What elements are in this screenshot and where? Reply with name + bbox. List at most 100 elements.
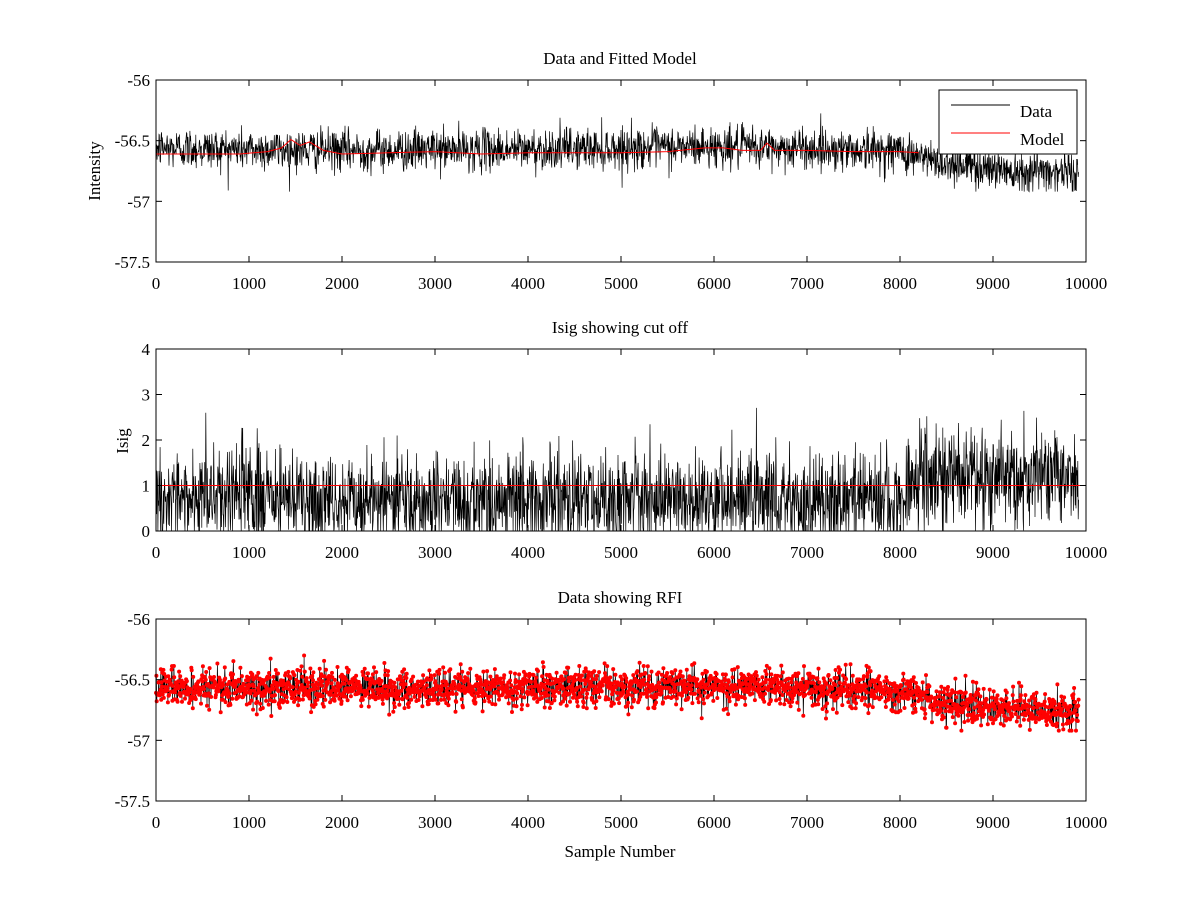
rfi-rfi-marker — [743, 702, 748, 707]
rfi-rfi-marker — [427, 668, 432, 673]
rfi-rfi-marker — [540, 674, 545, 679]
isig-ytick-label: 2 — [142, 431, 151, 450]
rfi-rfi-marker — [416, 679, 421, 684]
rfi-rfi-marker — [317, 666, 322, 671]
rfi-rfi-marker — [647, 674, 652, 679]
rfi-rfi-marker — [878, 681, 883, 686]
rfi-rfi-marker — [300, 674, 305, 679]
rfi-rfi-marker — [821, 676, 826, 681]
rfi-rfi-marker — [287, 683, 292, 687]
rfi-rfi-marker — [573, 672, 578, 677]
rfi-rfi-marker — [367, 686, 372, 691]
isig-ytick-label: 4 — [142, 340, 151, 359]
rfi-rfi-marker — [437, 667, 442, 672]
rfi-rfi-marker — [787, 700, 792, 705]
rfi-rfi-marker — [986, 708, 991, 713]
rfi-xtick-label: 5000 — [604, 813, 638, 832]
rfi-rfi-marker — [354, 673, 359, 678]
rfi-rfi-marker — [393, 685, 398, 690]
rfi-rfi-marker — [344, 678, 349, 683]
rfi-rfi-marker — [454, 699, 459, 704]
rfi-rfi-marker — [563, 696, 568, 701]
rfi-rfi-marker — [572, 693, 577, 698]
rfi-rfi-marker — [200, 679, 205, 684]
rfi-rfi-marker — [800, 676, 805, 681]
rfi-rfi-marker — [1018, 693, 1023, 698]
rfi-rfi-marker — [587, 670, 591, 675]
rfi-rfi-marker — [906, 696, 911, 701]
rfi-rfi-marker — [617, 701, 622, 706]
rfi-rfi-marker — [772, 677, 777, 682]
rfi-rfi-marker — [763, 669, 768, 673]
rfi-rfi-marker — [507, 694, 512, 699]
rfi-rfi-marker — [1060, 699, 1065, 703]
rfi-rfi-marker — [512, 685, 517, 690]
rfi-rfi-marker — [159, 680, 164, 685]
rfi-rfi-marker — [429, 676, 434, 681]
rfi-rfi-marker — [879, 695, 884, 700]
rfi-rfi-marker — [757, 687, 762, 692]
rfi-rfi-marker — [736, 697, 741, 702]
rfi-rfi-marker — [611, 701, 616, 706]
rfi-rfi-marker — [976, 687, 981, 692]
rfi-rfi-marker — [645, 664, 650, 669]
rfi-rfi-marker — [654, 700, 658, 705]
rfi-rfi-marker — [397, 702, 402, 707]
rfi-rfi-marker — [271, 674, 276, 679]
rfi-rfi-marker — [264, 698, 269, 703]
rfi-rfi-marker — [824, 716, 828, 721]
rfi-rfi-marker — [692, 661, 697, 666]
rfi-rfi-marker — [343, 694, 348, 699]
rfi-rfi-marker — [956, 713, 961, 718]
rfi-rfi-marker — [591, 677, 596, 682]
rfi-rfi-marker — [365, 691, 370, 696]
rfi-rfi-marker — [632, 697, 636, 702]
rfi-rfi-marker — [442, 697, 447, 702]
rfi-rfi-marker — [276, 689, 281, 693]
rfi-rfi-marker — [502, 673, 507, 678]
rfi-rfi-marker — [865, 674, 870, 679]
rfi-rfi-marker — [443, 670, 447, 675]
rfi-rfi-marker — [1033, 720, 1038, 725]
rfi-rfi-marker — [386, 669, 391, 674]
rfi-rfi-marker — [374, 670, 379, 675]
rfi-rfi-marker — [543, 686, 548, 690]
rfi-rfi-marker — [398, 682, 403, 687]
rfi-rfi-marker — [890, 697, 895, 702]
rfi-rfi-marker — [523, 672, 528, 677]
rfi-rfi-marker — [1055, 682, 1060, 687]
rfi-rfi-marker — [511, 697, 516, 702]
rfi-rfi-marker — [646, 706, 651, 711]
rfi-rfi-marker — [549, 701, 554, 705]
intensity-ticks: 0 1000 2000 3000 4000 5000 6000 7000 8000 9000 100… — [115, 71, 1108, 293]
rfi-rfi-marker — [463, 689, 468, 694]
rfi-rfi-marker — [1071, 692, 1076, 697]
rfi-rfi-marker — [922, 716, 927, 721]
rfi-rfi-marker — [251, 684, 256, 689]
rfi-rfi-marker — [1068, 711, 1073, 716]
rfi-rfi-marker — [611, 688, 616, 693]
rfi-rfi-marker — [218, 677, 222, 682]
rfi-rfi-marker — [292, 673, 297, 678]
rfi-rfi-marker — [417, 694, 422, 699]
rfi-rfi-marker — [167, 677, 172, 682]
rfi-rfi-marker — [985, 722, 990, 727]
rfi-rfi-marker — [460, 705, 465, 710]
rfi-rfi-marker — [796, 671, 801, 676]
rfi-rfi-marker — [233, 682, 238, 687]
rfi-rfi-marker — [508, 670, 513, 675]
rfi-rfi-marker — [856, 695, 861, 700]
rfi-rfi-marker — [756, 677, 761, 682]
rfi-rfi-marker — [823, 704, 828, 709]
rfi-rfi-marker — [858, 689, 863, 694]
rfi-rfi-marker — [941, 715, 946, 720]
rfi-rfi-marker — [868, 683, 873, 688]
rfi-rfi-marker — [795, 700, 800, 705]
rfi-rfi-marker — [488, 674, 493, 679]
rfi-rfi-marker — [504, 695, 509, 700]
rfi-rfi-marker — [288, 676, 293, 681]
rfi-rfi-marker — [846, 683, 851, 688]
rfi-rfi-marker — [401, 678, 405, 683]
rfi-rfi-marker — [714, 672, 719, 676]
rfi-rfi-marker — [594, 677, 599, 682]
